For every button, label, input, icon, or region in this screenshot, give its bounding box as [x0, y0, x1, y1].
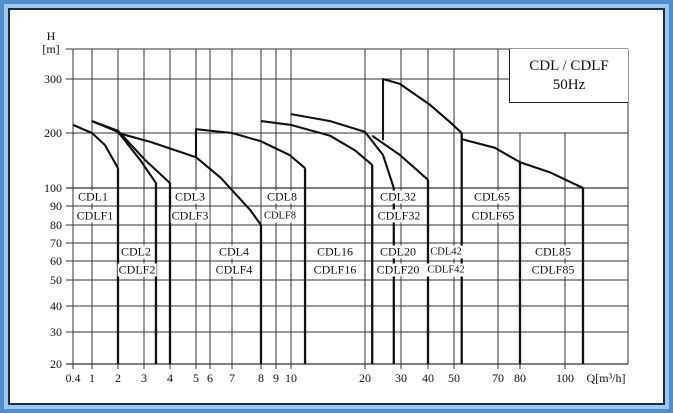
x-tick-label: 6 — [207, 371, 213, 385]
series-label: CDLF3 — [170, 208, 210, 223]
x-tick-label: 1 — [89, 371, 95, 385]
series-label: CDLF1 — [75, 208, 115, 223]
series-curve-cdl8 — [260, 120, 373, 166]
series-label: CDL2 — [120, 244, 152, 259]
x-tick-label: 8 — [258, 371, 264, 385]
x-tick-label: 5 — [193, 371, 199, 385]
series-label: CDL32 — [379, 189, 417, 204]
x-tick-label: 2 — [115, 371, 121, 385]
series-label: CDL42 — [429, 245, 463, 259]
x-tick-label: 50 — [448, 371, 460, 385]
y-tick-label: 50 — [50, 273, 62, 287]
x-tick-label: 40 — [422, 371, 434, 385]
x-tick-label: 0.4 — [66, 371, 81, 385]
series-label: CDL8 — [266, 189, 298, 204]
y-tick-label: 30 — [50, 325, 62, 339]
series-label: CDLF65 — [470, 208, 516, 223]
series-curve-cdl20 — [371, 134, 429, 181]
series-curve-cdl32 — [381, 77, 463, 141]
series-curve-cdl2 — [91, 120, 157, 184]
legend-box: CDL / CDLF 50Hz — [509, 49, 628, 103]
y-tick-label: 40 — [50, 299, 62, 313]
x-tick-label: 9 — [273, 371, 279, 385]
y-tick-label: 200 — [44, 126, 62, 140]
series-label: CDL1 — [77, 189, 109, 204]
series-label: CDLF8 — [262, 209, 298, 223]
x-tick-label: 100 — [556, 371, 574, 385]
series-label: CDL20 — [379, 244, 417, 259]
series-label: CDL3 — [174, 189, 206, 204]
y-tick-label: 100 — [44, 181, 62, 195]
y-axis-label: H — [47, 29, 56, 43]
x-tick-label: 70 — [492, 371, 504, 385]
chart-subtitle: 50Hz — [552, 77, 586, 93]
x-tick-label: 20 — [359, 371, 371, 385]
series-label: CDL16 — [316, 244, 354, 259]
x-tick-label: 3 — [141, 371, 147, 385]
series-label: CDLF2 — [117, 262, 157, 277]
series-curve-cdl4 — [117, 131, 262, 226]
x-tick-label: 30 — [395, 371, 407, 385]
series-curve-cdl1 — [72, 123, 119, 169]
y-tick-label: 90 — [50, 199, 62, 213]
series-label: CDLF42 — [426, 263, 466, 277]
y-tick-label: 300 — [44, 72, 62, 86]
series-label: CDL85 — [534, 244, 572, 259]
y-axis-unit: [m] — [42, 42, 59, 56]
series-curve-cdl2-max — [91, 120, 171, 184]
y-tick-label: 20 — [50, 357, 62, 371]
x-tick-label: 4 — [167, 371, 173, 385]
series-curve-cdl3 — [194, 128, 306, 170]
series-label: CDLF16 — [312, 262, 358, 277]
y-tick-label: 70 — [50, 236, 62, 250]
series-label: CDL65 — [473, 189, 511, 204]
series-label: CDLF20 — [375, 262, 421, 277]
series-curve-cdl16 — [290, 113, 395, 189]
y-tick-label: 80 — [50, 218, 62, 232]
chart-title: CDL / CDLF — [529, 58, 609, 74]
x-axis-label: Q[m³/h] — [587, 371, 626, 385]
x-tick-label: 7 — [229, 371, 235, 385]
series-label: CDLF4 — [214, 262, 254, 277]
y-tick-label: 60 — [50, 254, 62, 268]
series-label: CDLF85 — [530, 262, 576, 277]
series-label: CDLF32 — [376, 208, 422, 223]
x-tick-label: 80 — [514, 371, 526, 385]
series-label: CDL4 — [218, 244, 250, 259]
x-tick-label: 10 — [285, 371, 297, 385]
